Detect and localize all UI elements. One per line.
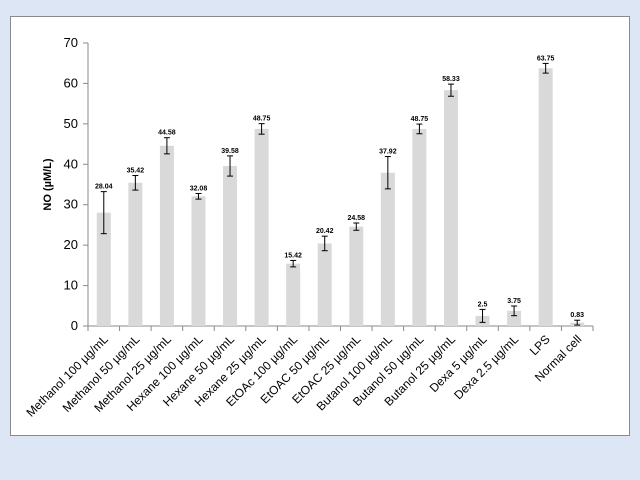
data-label: 48.75 [253, 116, 271, 123]
error-bar [163, 137, 170, 155]
data-label: 58.33 [442, 76, 460, 83]
y-tick-label: 20 [64, 237, 78, 252]
y-tick-label: 40 [64, 156, 78, 171]
error-bar [416, 123, 423, 135]
y-tick-label: 30 [64, 197, 78, 212]
data-label: 28.04 [95, 184, 113, 191]
data-label: 39.58 [221, 148, 239, 155]
data-label: 48.75 [411, 116, 429, 123]
data-label: 63.75 [537, 55, 555, 62]
data-label: 15.42 [284, 252, 302, 259]
bar [159, 145, 174, 326]
error-bar [542, 62, 549, 74]
error-bar [511, 305, 518, 317]
error-bar [258, 123, 265, 135]
error-bar [384, 156, 391, 190]
data-label: 0.83 [570, 312, 584, 319]
error-bar [447, 83, 454, 97]
bar [191, 196, 206, 326]
bar [443, 90, 458, 326]
data-label: 3.75 [507, 298, 521, 305]
bar [349, 226, 364, 326]
y-tick-label: 60 [64, 75, 78, 90]
y-tick-label: 70 [64, 35, 78, 50]
bar [507, 310, 522, 326]
bars [96, 62, 585, 326]
bar [96, 212, 111, 326]
bar [538, 68, 553, 326]
data-label: 2.5 [478, 301, 488, 308]
bar [286, 263, 301, 326]
data-label: 35.42 [127, 168, 145, 175]
bar [380, 172, 395, 326]
data-label: 20.42 [316, 228, 334, 235]
y-tick-label: 50 [64, 116, 78, 131]
data-label: 24.58 [348, 215, 366, 222]
error-bar [195, 192, 202, 200]
data-label: 37.92 [379, 149, 397, 156]
category-label: LPS [527, 332, 553, 358]
bar [128, 182, 143, 326]
y-axis-title: NO (µM/L) [42, 158, 54, 210]
data-label: 32.08 [190, 185, 208, 192]
error-bar [321, 235, 328, 252]
error-bar [479, 308, 486, 323]
data-label: 44.58 [158, 130, 176, 137]
error-bar [353, 222, 360, 231]
bar [223, 165, 238, 326]
y-tick-label: 0 [71, 318, 78, 333]
bar [254, 128, 269, 326]
bar [412, 128, 427, 326]
error-bar [100, 191, 107, 235]
error-bar [290, 259, 297, 268]
error-bar [574, 319, 581, 326]
error-bar [132, 175, 139, 191]
y-tick-label: 10 [64, 278, 78, 293]
bar [317, 243, 332, 326]
chart-frame: NO (µM/L) 0 10 20 30 40 50 60 70 28.04 Methanol … [10, 16, 630, 436]
error-bar [227, 155, 234, 177]
